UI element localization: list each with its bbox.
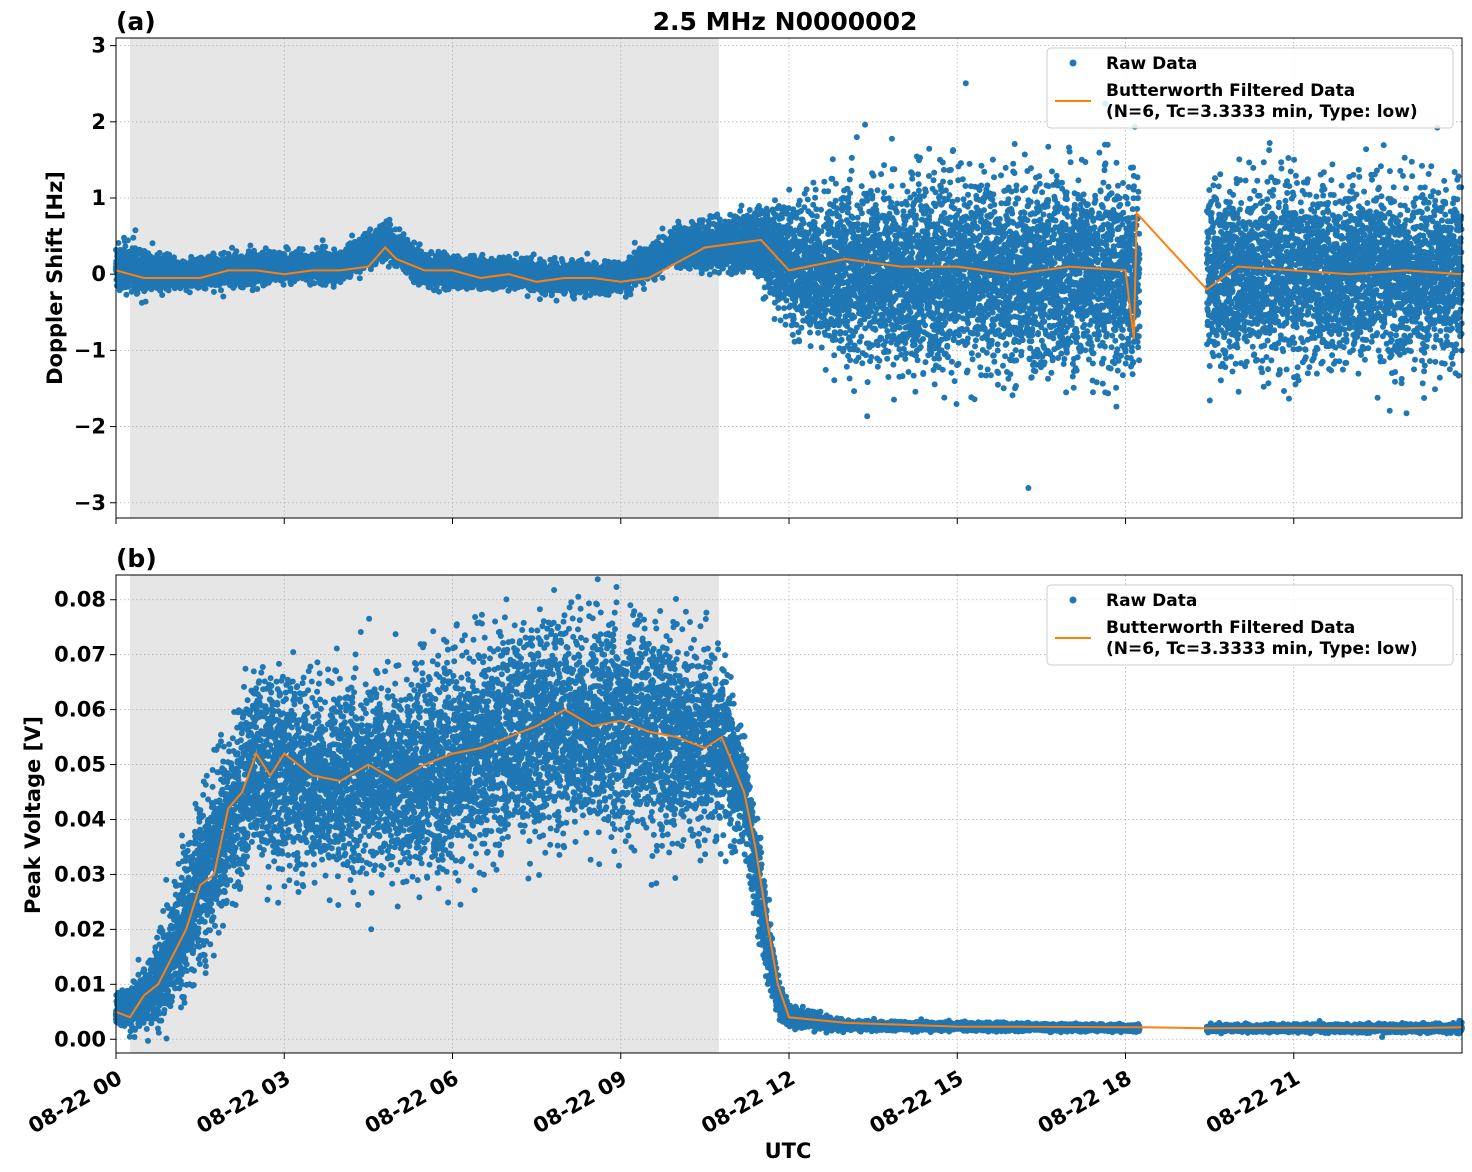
figure-title: 2.5 MHz N0000002	[653, 7, 918, 36]
raw-data-point	[401, 231, 407, 237]
raw-data-point	[143, 299, 149, 305]
raw-data-point	[122, 243, 128, 249]
raw-data-point	[159, 292, 165, 298]
raw-data-point	[123, 292, 129, 298]
raw-data-point	[220, 294, 226, 300]
raw-data-point	[125, 237, 131, 243]
raw-data-point	[349, 233, 355, 239]
raw-data-point	[417, 241, 423, 247]
raw-data-point	[281, 282, 287, 288]
raw-data-point	[331, 284, 337, 290]
raw-data-point	[150, 240, 156, 246]
raw-data-point	[247, 243, 253, 249]
raw-data-point	[320, 237, 326, 243]
raw-data-point	[311, 280, 317, 286]
raw-data-point	[203, 286, 209, 292]
raw-data-point	[479, 252, 485, 258]
raw-data-point	[322, 244, 328, 250]
raw-data-point	[357, 275, 363, 281]
raw-data-point	[396, 226, 402, 232]
raw-data-point	[387, 222, 393, 228]
raw-data-point	[367, 226, 373, 232]
raw-data-point	[314, 245, 320, 251]
raw-data-point	[132, 227, 138, 233]
raw-data-point	[285, 246, 291, 252]
raw-data-point	[187, 289, 193, 295]
raw-data-point	[233, 248, 239, 254]
raw-data-point	[436, 289, 442, 295]
raw-data-point	[254, 286, 260, 292]
raw-data-point	[300, 246, 306, 252]
raw-data-point	[130, 235, 136, 241]
raw-data-point	[125, 284, 131, 290]
raw-data-point	[211, 289, 217, 295]
raw-data-point	[157, 250, 163, 256]
raw-data-point	[218, 287, 224, 293]
